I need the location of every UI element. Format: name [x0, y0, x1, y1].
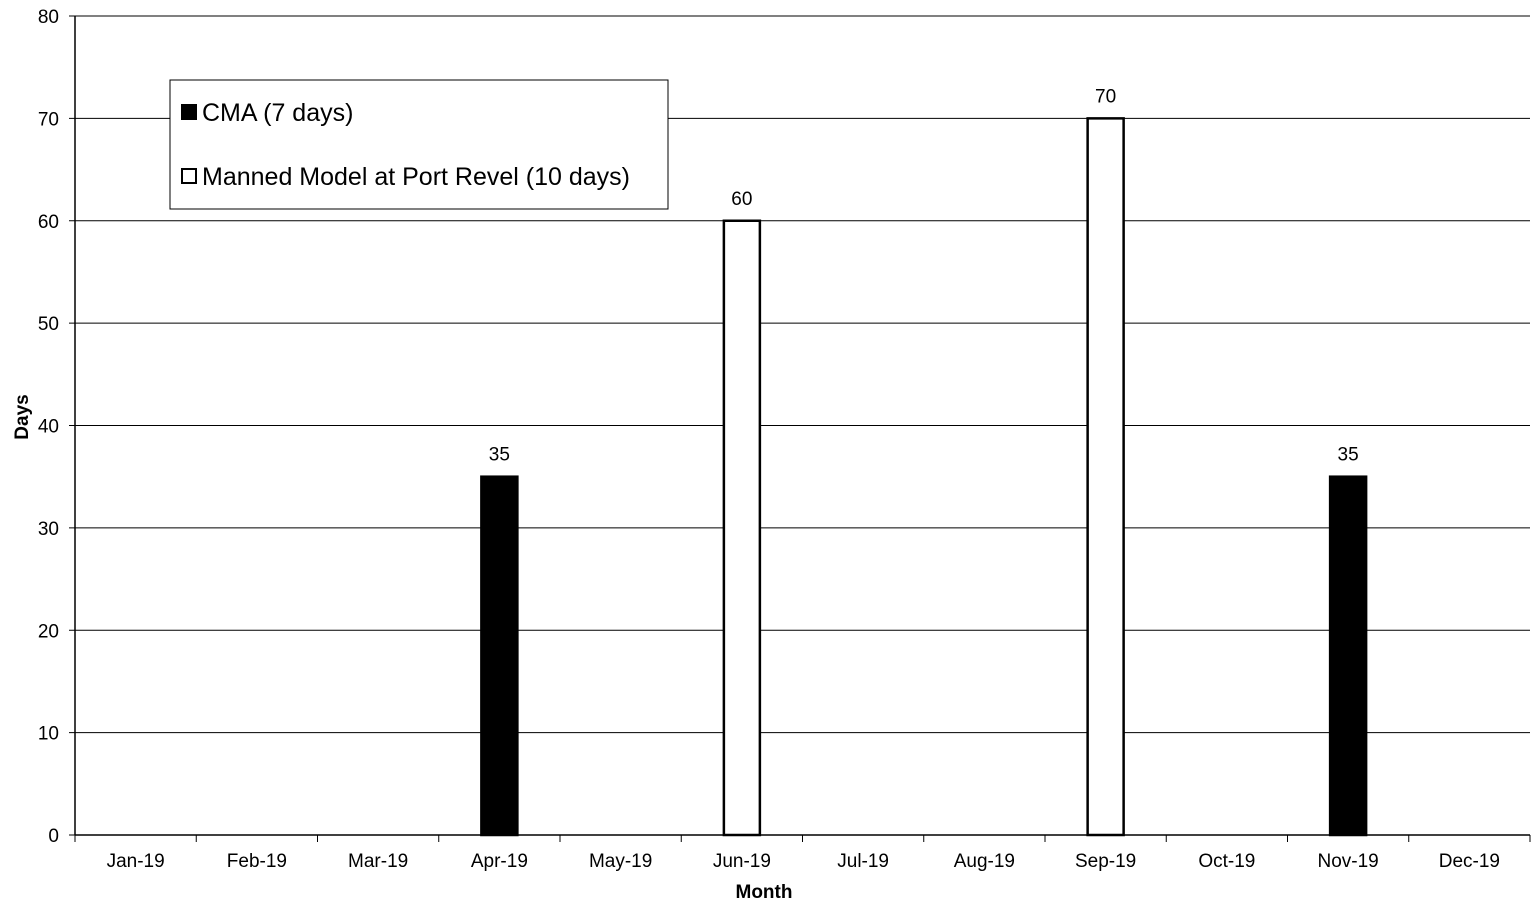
bar — [722, 219, 762, 837]
x-tick-label: Dec-19 — [1439, 851, 1500, 872]
x-tick-label: Oct-19 — [1198, 851, 1255, 872]
legend: CMA (7 days) Manned Model at Port Revel (… — [169, 79, 669, 210]
x-tick-label: Apr-19 — [471, 851, 528, 872]
data-label: 60 — [731, 189, 752, 210]
bars — [480, 117, 1368, 837]
x-tick-label: Sep-19 — [1075, 851, 1136, 872]
axes — [69, 15, 1531, 842]
bar — [1086, 117, 1125, 837]
x-tick-label: Mar-19 — [348, 851, 408, 872]
legend-swatch — [181, 168, 197, 184]
data-labels: 35 35 60 70 — [489, 86, 1359, 465]
data-label: 70 — [1095, 86, 1116, 107]
x-tick-label: Jul-19 — [837, 851, 889, 872]
y-axis-title: Days — [12, 394, 33, 439]
legend-box — [169, 79, 669, 210]
tick-labels: 0 10 20 30 40 50 60 70 80 Jan-19 Feb-19 Mar-19 Apr-1… — [38, 7, 1500, 872]
x-tick-label: Aug-19 — [954, 851, 1015, 872]
y-tick-label: 40 — [38, 417, 59, 438]
y-tick-label: 30 — [38, 519, 59, 540]
data-label: 35 — [1338, 445, 1359, 466]
y-tick-label: 60 — [38, 212, 59, 233]
y-tick-label: 20 — [38, 621, 59, 642]
bar — [480, 475, 519, 837]
x-tick-label: May-19 — [589, 851, 652, 872]
y-tick-label: 10 — [38, 724, 59, 745]
legend-swatch — [181, 104, 197, 120]
x-tick-label: Jun-19 — [713, 851, 771, 872]
y-tick-label: 80 — [38, 7, 59, 28]
data-label: 35 — [489, 445, 510, 466]
y-tick-label: 70 — [38, 109, 59, 130]
x-tick-label: Nov-19 — [1318, 851, 1379, 872]
x-axis-title: Month — [736, 882, 793, 903]
legend-label: CMA (7 days) — [202, 99, 353, 127]
x-tick-label: Jan-19 — [107, 851, 165, 872]
bar — [1328, 475, 1368, 837]
y-tick-label: 0 — [48, 826, 59, 847]
legend-label: Manned Model at Port Revel (10 days) — [202, 163, 630, 191]
x-tick-label: Feb-19 — [227, 851, 287, 872]
y-tick-label: 50 — [38, 314, 59, 335]
